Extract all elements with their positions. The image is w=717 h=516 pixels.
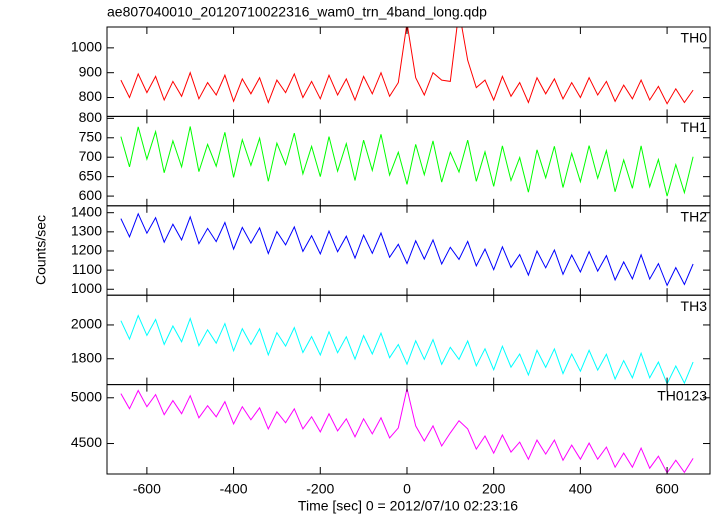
y-axis-label: Counts/sec: [33, 215, 49, 285]
x-tick-label: -600: [133, 481, 161, 497]
data-line: [120, 126, 694, 197]
panel-frame: [106, 384, 711, 475]
series-label: TH2: [681, 209, 708, 225]
data-line: [120, 388, 694, 474]
chart-title: ae807040010_20120710022316_wam0_trn_4ban…: [107, 4, 487, 20]
panel-frame: [106, 205, 711, 296]
x-tick-label: 200: [482, 481, 506, 497]
series-label: TH3: [681, 298, 708, 314]
y-tick-label: 1200: [71, 242, 102, 258]
y-tick-label: 1000: [71, 280, 102, 296]
x-tick-label: -400: [220, 481, 248, 497]
data-line: [120, 314, 694, 385]
y-tick-label: 650: [79, 167, 103, 183]
x-tick-label: 600: [655, 481, 679, 497]
y-tick-label: 700: [79, 148, 103, 164]
y-tick-label: 4500: [71, 434, 102, 450]
y-tick-label: 1300: [71, 223, 102, 239]
y-tick-label: 2000: [71, 316, 102, 332]
y-tick-label: 800: [79, 88, 103, 104]
y-tick-label: 1400: [71, 203, 102, 219]
x-tick-label: 400: [569, 481, 593, 497]
panel-frame: [106, 115, 711, 207]
y-tick-label: 1800: [71, 349, 102, 365]
x-axis-label: Time [sec] 0 = 2012/07/10 02:23:16: [298, 498, 518, 514]
y-tick-label: 800: [79, 109, 103, 125]
y-tick-label: 1000: [71, 39, 102, 55]
x-tick-label: -200: [306, 481, 334, 497]
series-label: TH0123: [657, 387, 707, 403]
y-tick-label: 900: [79, 63, 103, 79]
data-line: [120, 27, 694, 105]
panel-frame: [106, 26, 711, 117]
y-tick-label: 1100: [72, 261, 102, 277]
y-tick-label: 750: [79, 128, 103, 144]
series-label: TH0: [681, 30, 708, 46]
y-tick-label: 600: [79, 187, 103, 203]
data-line: [120, 212, 694, 287]
series-label: TH1: [681, 119, 708, 135]
x-tick-label: 0: [403, 481, 411, 497]
y-tick-label: 5000: [71, 388, 102, 404]
